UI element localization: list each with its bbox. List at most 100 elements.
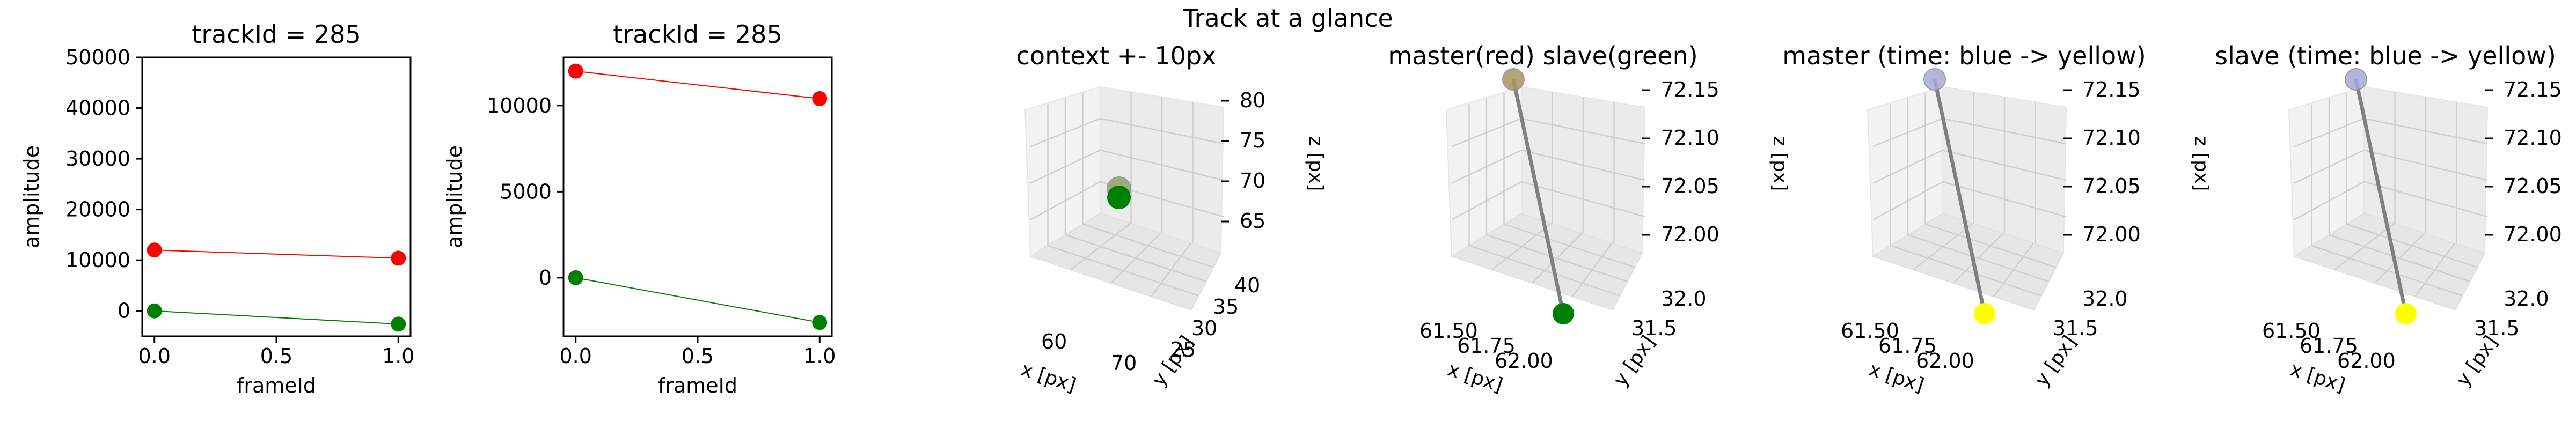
c4-grid-line — [1521, 149, 1645, 181]
c2-x-tick-label: 1.0 — [803, 344, 836, 368]
c1-series-1-point — [147, 303, 162, 319]
c6-x-tick-label: 61.75 — [2300, 334, 2358, 358]
c3-y-tick-label: 25 — [1170, 338, 1196, 361]
c1-series-0-point — [147, 242, 162, 258]
c3-z-tick-label: 65 — [1240, 209, 1265, 233]
c6-x-tick-label: 62.00 — [2337, 349, 2396, 373]
c2-y-tick-label: 5000 — [500, 180, 552, 203]
c5-grid-line — [1942, 149, 2067, 181]
c2-series-1-line — [575, 277, 820, 323]
c4-z-tick-label: 72.00 — [1661, 223, 1719, 246]
c3-point-1 — [1107, 186, 1131, 209]
c6-grid-line — [2329, 234, 2470, 283]
c4-x-tick-label: 61.50 — [1419, 319, 1478, 343]
c6-grid-line — [2414, 242, 2455, 297]
c5-point-0 — [1923, 68, 1946, 91]
c5-y-axis-label: y [px] — [2031, 332, 2081, 391]
c6-grid-line — [2363, 117, 2488, 145]
c5-z-axis-label: z [px] — [2190, 136, 2212, 191]
c6-y-tick-label: 32.0 — [2504, 287, 2549, 310]
c2-x-tick-label: 0.5 — [682, 344, 714, 368]
c3-grid-line — [1065, 234, 1206, 283]
c6-z-tick-label: 72.15 — [2504, 78, 2562, 101]
c1-y-tick-label: 10000 — [65, 248, 130, 272]
c5-x-tick-label: 61.75 — [1878, 334, 1937, 358]
c4-z-tick-label: 72.15 — [1661, 78, 1719, 101]
c1-x-tick-label: 0.0 — [138, 344, 171, 368]
c2-title: trackId = 285 — [613, 20, 782, 49]
c3-x-tick-label: 60 — [1041, 330, 1067, 353]
c2-series-0-line — [575, 70, 820, 100]
c1-series-0-line — [154, 249, 399, 259]
c5-grid-line — [1872, 149, 1943, 184]
c4-grid-line — [1451, 117, 1522, 147]
c1-y-tick-label: 30000 — [65, 147, 130, 171]
c3-z-tick-label: 75 — [1240, 129, 1265, 152]
c2-y-tick-label: 10000 — [487, 94, 552, 117]
c4-z-tick-label: 72.10 — [1661, 126, 1719, 150]
c5-z-tick-label: 72.15 — [2082, 78, 2141, 101]
c1-series-1-line — [154, 310, 399, 325]
c3-grid-line — [1030, 149, 1101, 184]
c6-point-1 — [2395, 303, 2417, 324]
c3-floor — [1029, 212, 1222, 311]
c3-grid-line — [1100, 117, 1224, 145]
c1-y-tick-label: 50000 — [65, 46, 130, 69]
c2-y-axis-label: amplitude — [443, 145, 466, 248]
c4-point-0 — [1502, 68, 1525, 91]
c4-z-tick-label: 72.05 — [1661, 174, 1719, 198]
c5-title: master (time: blue -> yellow) — [1782, 41, 2146, 70]
c3-z-tick-label: 80 — [1240, 88, 1265, 112]
c5-x-tick-label: 62.00 — [1916, 349, 1974, 373]
c2-series-0-point — [812, 91, 828, 107]
c2-y-tick-label: 0 — [539, 266, 552, 290]
c1-x-tick-label: 0.5 — [260, 344, 292, 368]
c4-point-1 — [1553, 303, 1574, 324]
c3-x-axis-label: x [px] — [1018, 358, 1079, 396]
c1-y-tick-label: 20000 — [65, 198, 130, 221]
c2-axes-frame — [562, 56, 833, 337]
c4-y-tick-label: 31.5 — [1631, 316, 1677, 340]
c5-y-tick-label: 32.0 — [2082, 287, 2128, 310]
c5-point-1 — [1974, 303, 1995, 324]
c4-x-tick-label: 62.00 — [1495, 349, 1553, 373]
c1-title: trackId = 285 — [192, 20, 361, 49]
c4-x-tick-label: 61.75 — [1457, 334, 1516, 358]
c5-grid-line — [1907, 234, 2049, 283]
c1-y-tick-label: 40000 — [65, 97, 130, 120]
c3-y-tick-label: 40 — [1234, 273, 1260, 297]
c3-title: context +- 10px — [1016, 41, 1217, 70]
c3-z-axis-label: z [px] — [1305, 136, 1327, 191]
c6-y-tick-label: 31.5 — [2474, 316, 2520, 340]
c4-grid-line — [1504, 223, 1635, 268]
c6-y-axis-label: y [px] — [2452, 332, 2502, 391]
c4-grid-line — [1521, 117, 1645, 145]
c6-z-tick-label: 72.00 — [2504, 223, 2562, 246]
c5-grid-line — [1993, 242, 2034, 297]
c4-grid-line — [1571, 242, 1613, 297]
c4-z-axis-label: z [px] — [1769, 136, 1791, 191]
c2-series-1-point — [812, 315, 828, 330]
c4-y-axis-label: y [px] — [1609, 332, 1660, 391]
c3-grid-line — [1150, 242, 1191, 297]
c5-grid-line — [1872, 117, 1943, 147]
c5-z-tick-label: 72.10 — [2082, 126, 2141, 150]
c3-x-tick-label: 70 — [1111, 351, 1137, 375]
c3-y-tick-label: 30 — [1191, 316, 1217, 340]
c5-z-tick-label: 72.00 — [2082, 223, 2141, 246]
c4-grid-line — [1451, 149, 1522, 184]
c1-y-axis-label: amplitude — [20, 145, 43, 248]
c4-grid-line — [1486, 234, 1628, 283]
c6-grid-line — [2346, 223, 2478, 268]
c3-grid-line — [1082, 223, 1214, 268]
c3-grid-line — [1100, 149, 1224, 181]
c2-x-axis-label: frameId — [658, 374, 737, 397]
c6-x-tick-label: 61.50 — [2262, 319, 2321, 343]
c4-title: master(red) slave(green) — [1388, 41, 1697, 70]
c1-series-0-point — [391, 250, 406, 266]
c6-track-line — [2354, 79, 2408, 314]
c6-title: slave (time: blue -> yellow) — [2215, 41, 2556, 70]
c5-y-tick-label: 31.5 — [2053, 316, 2098, 340]
c6-grid-line — [2294, 149, 2365, 184]
